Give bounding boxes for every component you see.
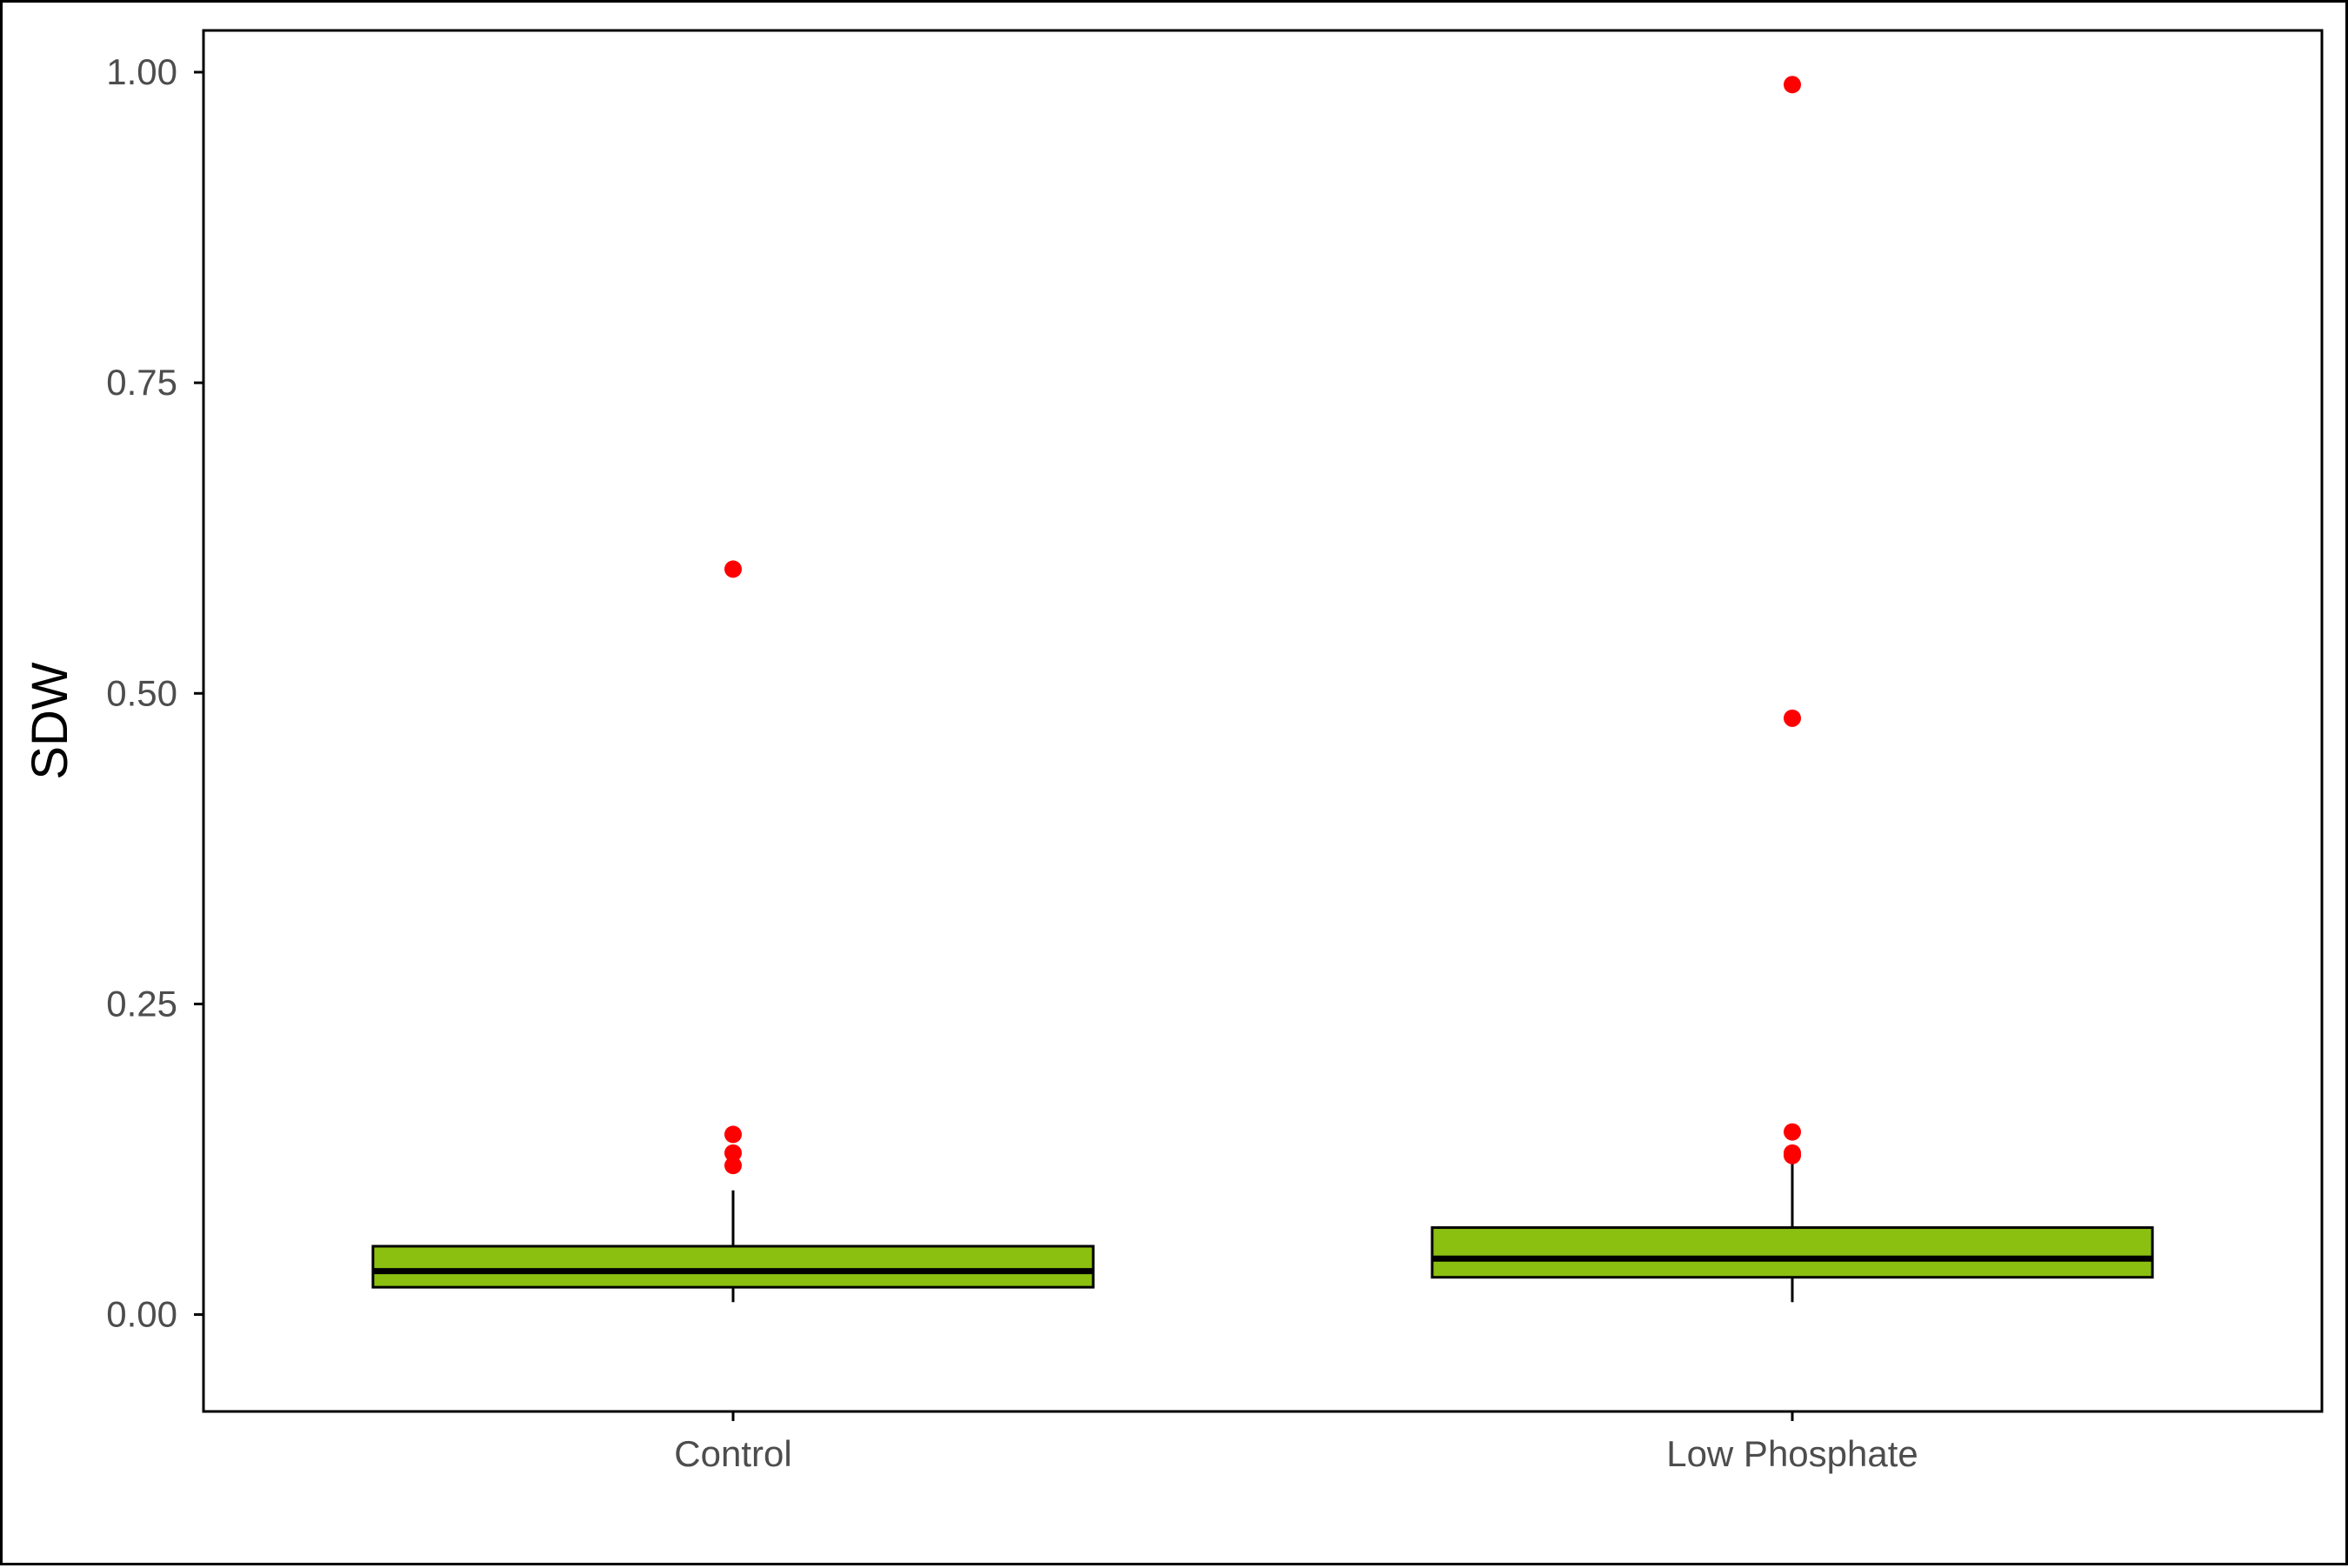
y-tick-label: 0.25 bbox=[106, 983, 177, 1024]
plot-panel bbox=[202, 29, 2324, 1413]
y-tick-label: 1.00 bbox=[106, 51, 177, 92]
box-iqr bbox=[371, 1244, 1095, 1289]
y-tick-label: 0.50 bbox=[106, 672, 177, 713]
box-iqr bbox=[1431, 1226, 2154, 1279]
outlier-point bbox=[1784, 76, 1801, 94]
y-axis-ticks: 0.00 0.25 0.50 0.75 1.00 bbox=[106, 51, 203, 1335]
box-group bbox=[1431, 76, 2154, 1303]
y-tick-label: 0.75 bbox=[106, 362, 177, 403]
x-tick-label: Low Phosphate bbox=[1666, 1433, 1918, 1474]
outlier-point bbox=[724, 1157, 742, 1175]
y-axis-label: SDW bbox=[22, 662, 78, 780]
y-tick-label: 0.00 bbox=[106, 1294, 177, 1335]
x-axis-ticks: Control Low Phosphate bbox=[674, 1411, 1918, 1474]
boxplot-chart: 0.00 0.25 0.50 0.75 1.00 Control Low Phosphat… bbox=[22, 29, 2324, 1474]
outlier-point bbox=[724, 560, 742, 578]
outlier-point bbox=[1784, 1123, 1801, 1141]
boxes-layer bbox=[371, 76, 2154, 1303]
outlier-point bbox=[724, 1125, 742, 1144]
box-group bbox=[371, 560, 1095, 1303]
outlier-point bbox=[724, 1144, 742, 1162]
outlier-point bbox=[1784, 1146, 1801, 1164]
outlier-point bbox=[1784, 709, 1801, 727]
x-tick-label: Control bbox=[674, 1433, 791, 1474]
